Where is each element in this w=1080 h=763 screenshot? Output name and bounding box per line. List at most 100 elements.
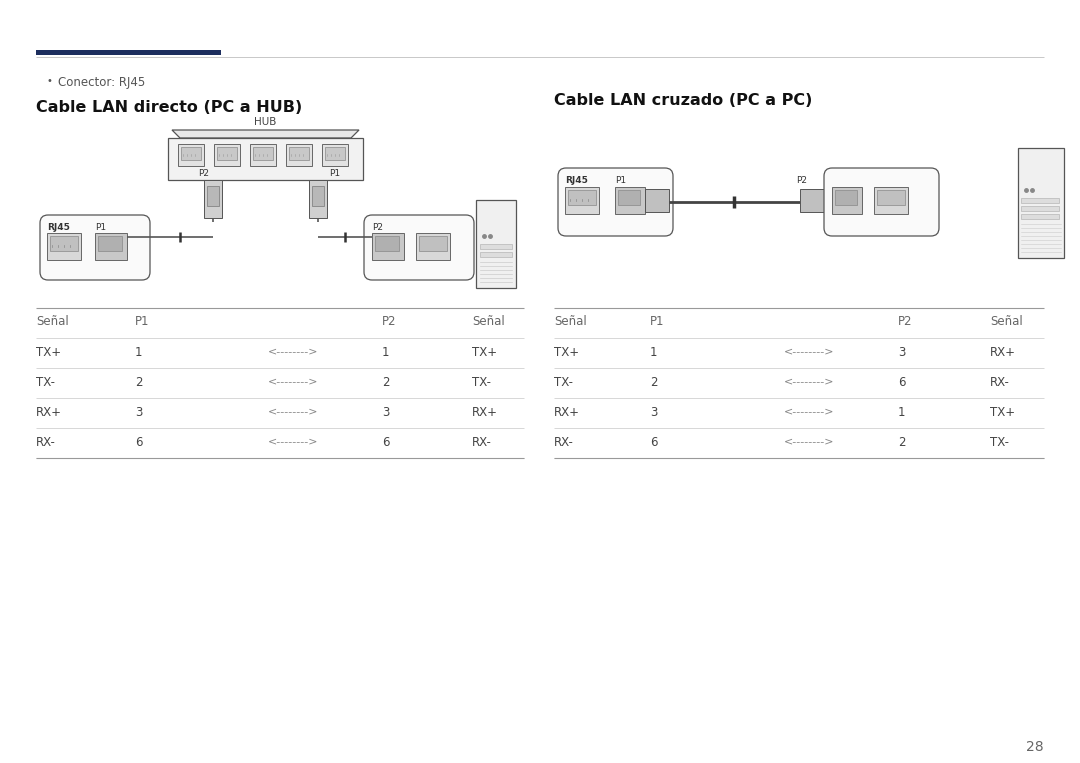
Bar (325, 147, 345, 160)
Polygon shape (172, 130, 359, 138)
Bar (835, 190, 858, 205)
Bar (375, 236, 399, 251)
Bar (207, 186, 219, 206)
Bar (48, 233, 81, 260)
Text: 2: 2 (650, 376, 658, 389)
Bar (476, 200, 516, 288)
Text: TX+: TX+ (990, 406, 1015, 419)
Text: 3: 3 (135, 406, 143, 419)
Text: RX-: RX- (990, 376, 1010, 389)
Bar (309, 180, 327, 218)
Bar (832, 187, 862, 214)
Text: 3: 3 (650, 406, 658, 419)
Text: <-------->: <--------> (784, 376, 835, 386)
Text: 2: 2 (382, 376, 390, 389)
Text: Cable LAN directo (PC a HUB): Cable LAN directo (PC a HUB) (36, 100, 302, 115)
Text: 6: 6 (135, 436, 143, 449)
Text: P1: P1 (650, 315, 664, 328)
Text: 3: 3 (897, 346, 905, 359)
Text: <-------->: <--------> (784, 346, 835, 356)
Bar (289, 147, 309, 160)
Text: RX+: RX+ (36, 406, 62, 419)
Text: 2: 2 (135, 376, 143, 389)
Text: Señal: Señal (36, 315, 69, 328)
Bar (95, 233, 127, 260)
Text: RX-: RX- (554, 436, 573, 449)
Bar (322, 144, 348, 166)
Text: 1: 1 (382, 346, 390, 359)
FancyBboxPatch shape (824, 168, 939, 236)
Bar (568, 190, 596, 205)
Text: 28: 28 (1026, 740, 1044, 754)
Text: P1: P1 (135, 315, 149, 328)
Bar (249, 144, 276, 166)
Bar (1018, 148, 1064, 258)
Text: TX-: TX- (36, 376, 55, 389)
Text: 3: 3 (382, 406, 390, 419)
Text: P2: P2 (198, 169, 210, 178)
Bar (217, 147, 237, 160)
FancyBboxPatch shape (558, 168, 673, 236)
Text: <-------->: <--------> (268, 376, 319, 386)
Bar (1021, 206, 1059, 211)
Text: <-------->: <--------> (784, 406, 835, 416)
Text: P2: P2 (796, 176, 807, 185)
Bar (874, 187, 908, 214)
FancyBboxPatch shape (40, 215, 150, 280)
Bar (645, 189, 669, 212)
Bar (615, 187, 645, 214)
Text: TX-: TX- (472, 376, 491, 389)
Bar (168, 138, 363, 180)
Bar (480, 244, 512, 249)
Text: RX-: RX- (36, 436, 56, 449)
Bar (419, 236, 447, 251)
Text: TX-: TX- (990, 436, 1009, 449)
Text: P2: P2 (372, 223, 383, 232)
Bar (36, 50, 221, 55)
Bar (1021, 214, 1059, 219)
Text: RJ45: RJ45 (565, 176, 588, 185)
Text: <-------->: <--------> (268, 436, 319, 446)
Text: •: • (48, 76, 53, 86)
Text: <-------->: <--------> (268, 406, 319, 416)
Bar (286, 144, 312, 166)
Bar (800, 189, 824, 212)
Text: P1: P1 (329, 169, 340, 178)
Text: TX+: TX+ (554, 346, 579, 359)
Text: 6: 6 (382, 436, 390, 449)
Text: 2: 2 (897, 436, 905, 449)
Bar (877, 190, 905, 205)
Text: 1: 1 (135, 346, 143, 359)
Text: RJ45: RJ45 (48, 223, 70, 232)
Text: P1: P1 (95, 223, 106, 232)
Bar (565, 187, 599, 214)
FancyBboxPatch shape (364, 215, 474, 280)
Text: 1: 1 (897, 406, 905, 419)
Bar (214, 144, 240, 166)
Bar (1021, 198, 1059, 203)
Text: Señal: Señal (554, 315, 586, 328)
Text: P2: P2 (897, 315, 913, 328)
Text: RX+: RX+ (472, 406, 498, 419)
Bar (253, 147, 273, 160)
Text: TX+: TX+ (472, 346, 497, 359)
Text: RX-: RX- (472, 436, 491, 449)
Bar (204, 180, 222, 218)
Text: TX+: TX+ (36, 346, 62, 359)
Bar (372, 233, 404, 260)
Text: HUB: HUB (254, 117, 276, 127)
Bar (312, 186, 324, 206)
Text: P2: P2 (382, 315, 396, 328)
Text: Cable LAN cruzado (PC a PC): Cable LAN cruzado (PC a PC) (554, 93, 812, 108)
Bar (618, 190, 640, 205)
Text: Señal: Señal (472, 315, 504, 328)
Bar (178, 144, 204, 166)
Bar (50, 236, 78, 251)
Text: P1: P1 (615, 176, 626, 185)
Text: 6: 6 (650, 436, 658, 449)
Text: <-------->: <--------> (784, 436, 835, 446)
Text: <-------->: <--------> (268, 346, 319, 356)
Bar (416, 233, 450, 260)
Text: RX+: RX+ (990, 346, 1016, 359)
Bar (181, 147, 201, 160)
